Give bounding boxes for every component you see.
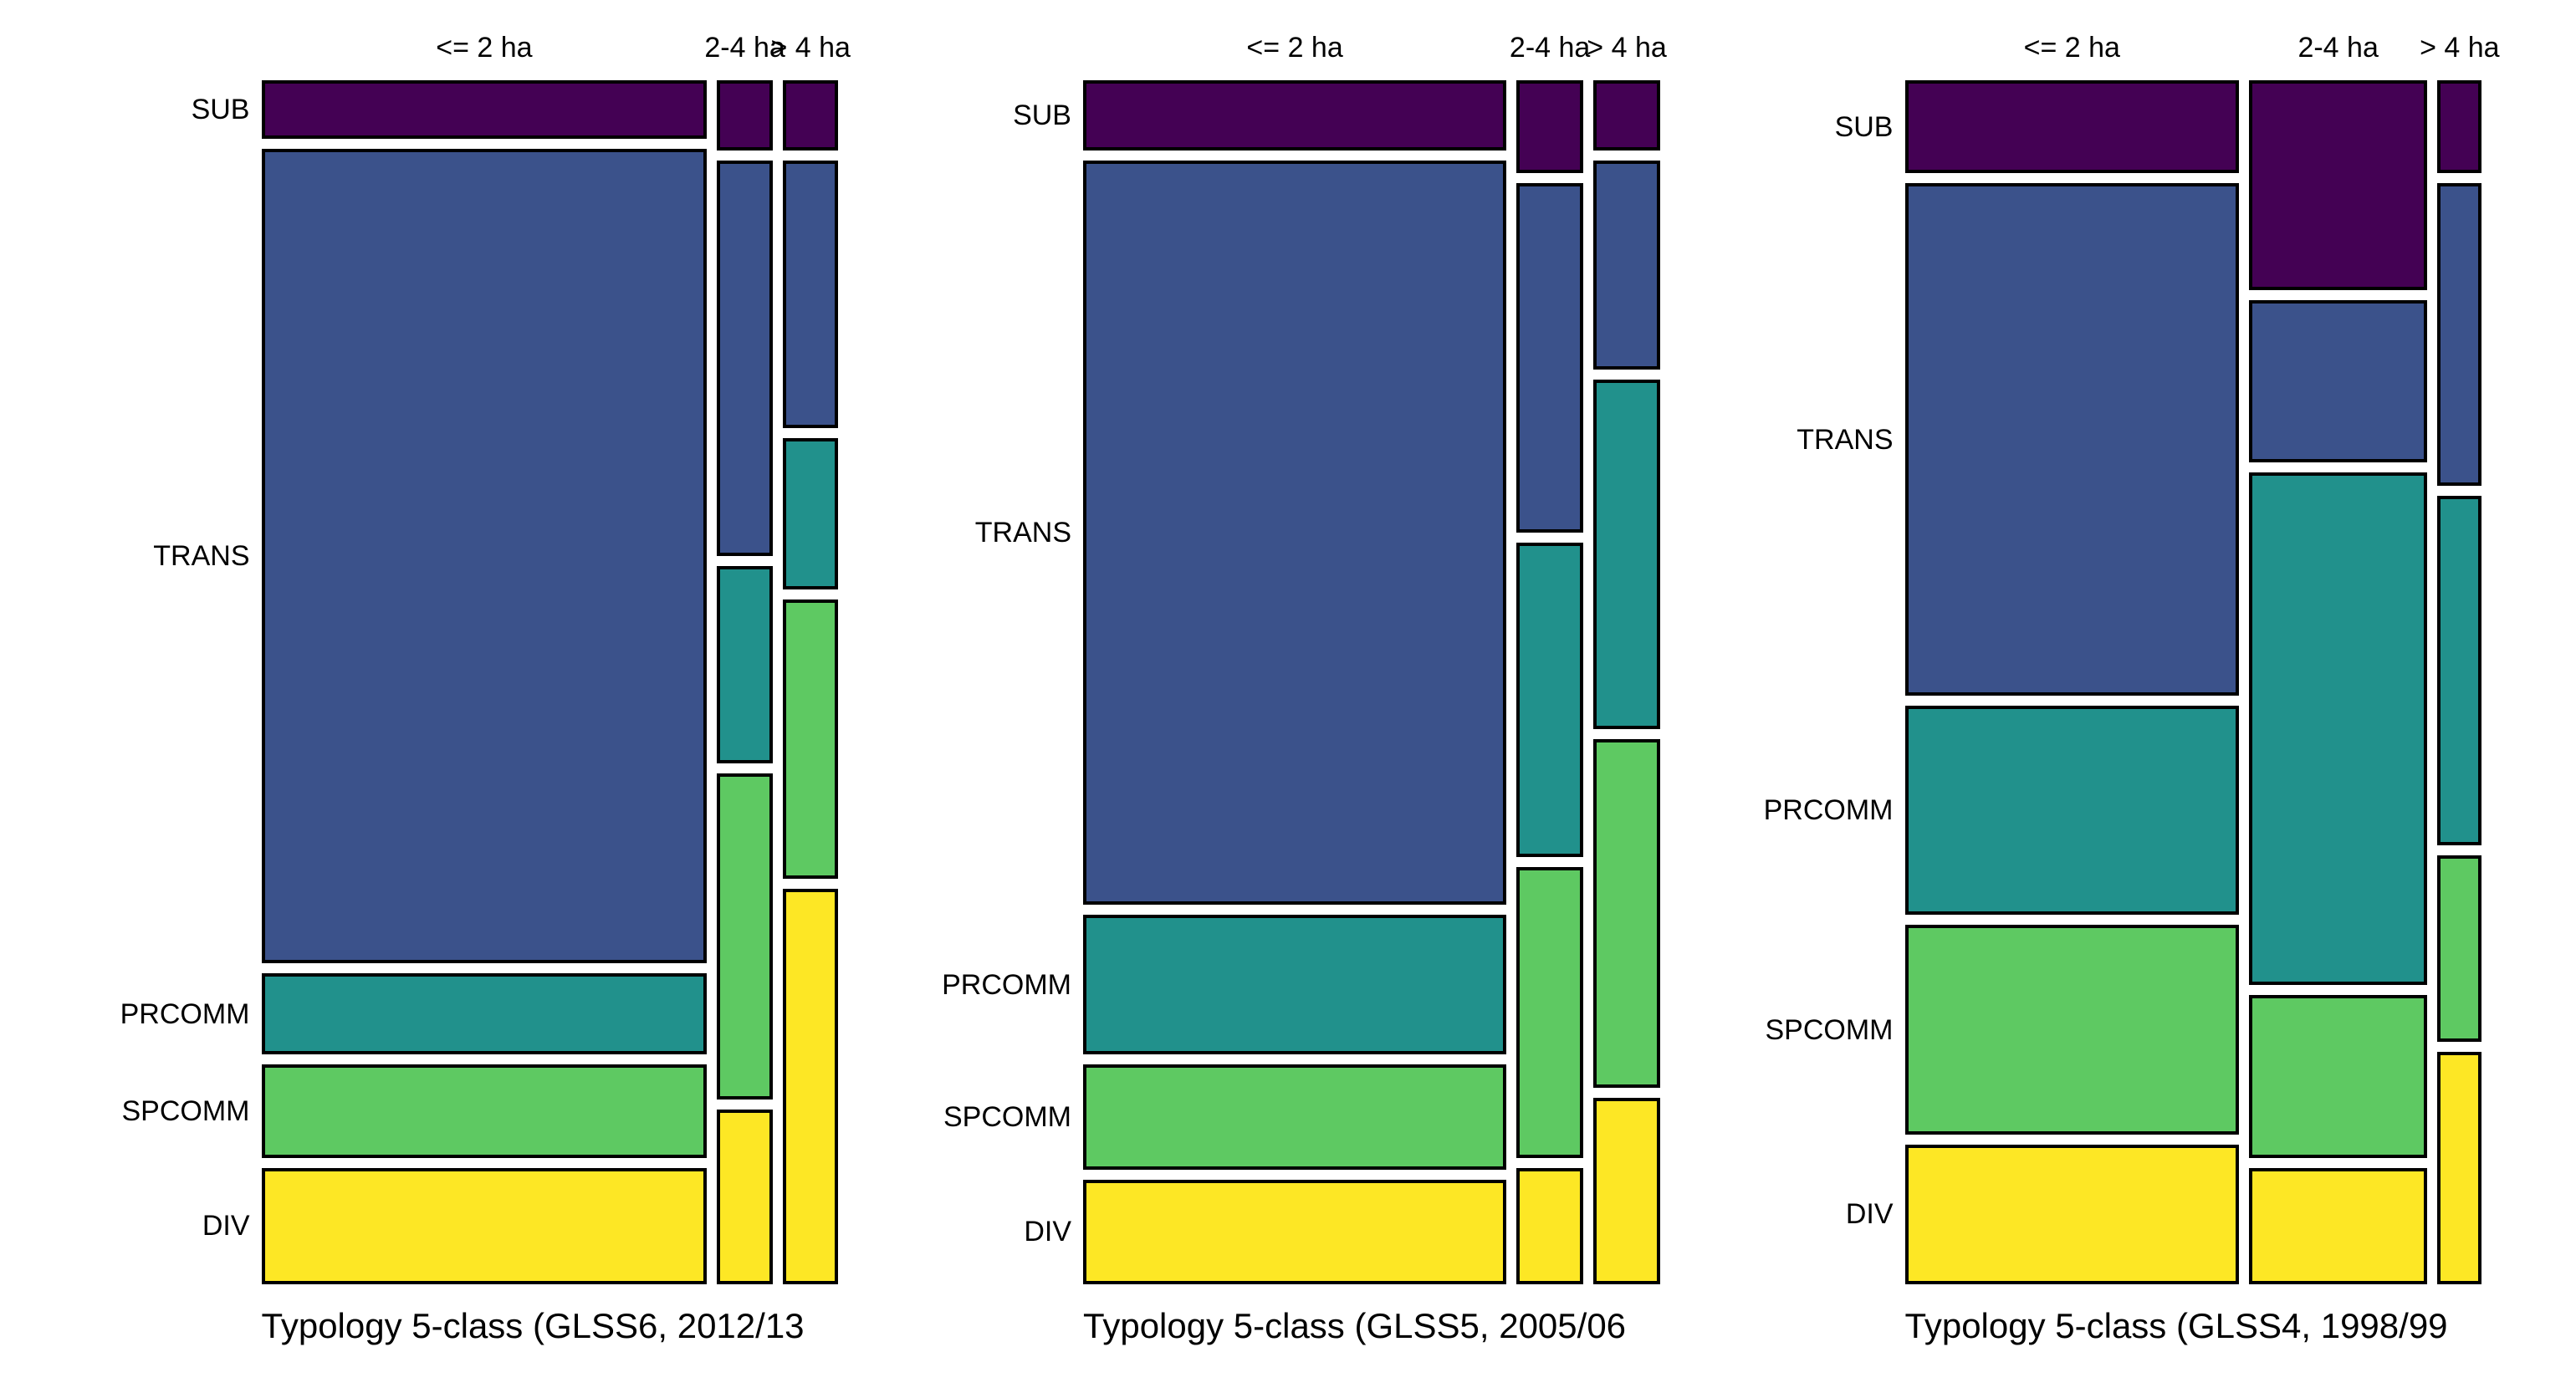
panel-caption: Typology 5-class (GLSS5, 2005/06 (1083, 1306, 1626, 1346)
top-labels: <= 2 ha2-4 ha> 4 ha (262, 33, 839, 80)
mosaic-tile (1516, 543, 1583, 857)
mosaic-tile (1516, 867, 1583, 1158)
mosaic-tile (2249, 995, 2427, 1158)
row-label: PRCOMM (942, 971, 1071, 999)
row-labels: SUB TRANS PRCOMM SPCOMM DIV (95, 33, 262, 1284)
plot-column: <= 2 ha2-4 ha> 4 ha (1083, 33, 1660, 1284)
row-label: PRCOMM (120, 1000, 250, 1028)
row-label: DIV (1024, 1217, 1071, 1246)
mosaic-tile (783, 438, 839, 589)
panel-caption: Typology 5-class (GLSS6, 2012/13 (262, 1306, 805, 1346)
col-label: > 4 ha (2420, 33, 2499, 62)
mosaic-tile (2249, 472, 2427, 984)
mosaic-plot (1905, 80, 2482, 1284)
col-label: <= 2 ha (436, 33, 532, 62)
mosaic-tile (1593, 380, 1660, 729)
mosaic-plot (1083, 80, 1660, 1284)
mosaic-tile (2249, 300, 2427, 463)
mosaic-tile (262, 1064, 708, 1157)
mosaic-tile (1516, 80, 1583, 173)
col-label: 2-4 ha (2297, 33, 2378, 62)
mosaic-tile (1083, 1064, 1506, 1169)
mosaic-tile (783, 80, 839, 151)
mosaic-tile (717, 773, 773, 1100)
mosaic-tile (262, 80, 708, 139)
mosaic-tile (2437, 183, 2481, 486)
row-label: SPCOMM (943, 1103, 1071, 1131)
top-labels: <= 2 ha2-4 ha> 4 ha (1905, 33, 2482, 80)
row-label: SPCOMM (1766, 1016, 1894, 1044)
mosaic-panel: SUB TRANS PRCOMM SPCOMM DIV <= 2 ha2-4 ha> 4 … (95, 33, 839, 1346)
mosaic-tile (2437, 1052, 2481, 1284)
mosaic-tile (2249, 80, 2427, 290)
plot-column: <= 2 ha2-4 ha> 4 ha (1905, 33, 2482, 1284)
row-label: SPCOMM (122, 1097, 250, 1125)
mosaic-tile (262, 1168, 708, 1284)
mosaic-tile (1905, 183, 2240, 695)
mosaic-tile (262, 149, 708, 963)
figure-wrap: SUBTRANSPRCOMMSPCOMMDIV<= 2 ha2-4 ha> 4 … (0, 0, 2576, 1398)
mosaic-tile (1905, 925, 2240, 1135)
plot-column: <= 2 ha2-4 ha> 4 ha (262, 33, 839, 1284)
col-label: <= 2 ha (2024, 33, 2120, 62)
row-label: DIV (202, 1212, 250, 1240)
mosaic-tile (1083, 80, 1506, 151)
panel-body: SUBTRANSPRCOMMSPCOMMDIV<= 2 ha2-4 ha> 4 … (1738, 33, 2482, 1284)
mosaic-tile (717, 80, 773, 151)
mosaic-tile (1516, 1168, 1583, 1284)
mosaic-tile (783, 889, 839, 1284)
row-label: TRANS (1797, 426, 1893, 454)
row-label: SUB (192, 95, 250, 124)
mosaic-tile (1083, 915, 1506, 1054)
mosaic-plot (262, 80, 839, 1284)
mosaic-tile (717, 566, 773, 764)
mosaic-tile (717, 161, 773, 556)
row-label: DIV (1846, 1200, 1894, 1228)
mosaic-tile (783, 600, 839, 879)
row-label: PRCOMM (1764, 796, 1894, 824)
mosaic-tile (262, 973, 708, 1054)
col-label: 2-4 ha (1510, 33, 1590, 62)
row-label: TRANS (153, 542, 249, 570)
mosaic-tile (1516, 183, 1583, 533)
row-label: SUB (1013, 101, 1071, 130)
mosaic-tile (1083, 161, 1506, 906)
mosaic-tile (2437, 496, 2481, 845)
row-labels: SUB TRANS PRCOMM SPCOMM DIV (916, 33, 1083, 1284)
mosaic-tile (1593, 1098, 1660, 1284)
mosaic-panel: SUBTRANSPRCOMMSPCOMMDIV<= 2 ha2-4 ha> 4 … (916, 33, 1660, 1346)
col-label: > 4 ha (1587, 33, 1666, 62)
mosaic-tile (1593, 80, 1660, 151)
col-label: <= 2 ha (1246, 33, 1342, 62)
panel-body: SUBTRANSPRCOMMSPCOMMDIV<= 2 ha2-4 ha> 4 … (916, 33, 1660, 1284)
mosaic-tile (717, 1110, 773, 1284)
row-label: SUB (1835, 113, 1894, 141)
mosaic-tile (2437, 855, 2481, 1042)
row-labels: SUB TRANS PRCOMM SPCOMM DIV (1738, 33, 1905, 1284)
mosaic-tile (1905, 706, 2240, 916)
top-labels: <= 2 ha2-4 ha> 4 ha (1083, 33, 1660, 80)
row-label: TRANS (975, 518, 1071, 547)
panel-caption: Typology 5-class (GLSS4, 1998/99 (1905, 1306, 2448, 1346)
mosaic-tile (1905, 1145, 2240, 1284)
mosaic-tile (783, 161, 839, 428)
mosaic-tile (1083, 1180, 1506, 1284)
mosaic-tile (2249, 1168, 2427, 1284)
mosaic-tile (2437, 80, 2481, 173)
col-label: > 4 ha (770, 33, 850, 62)
mosaic-tile (1593, 739, 1660, 1089)
mosaic-panel: SUBTRANSPRCOMMSPCOMMDIV<= 2 ha2-4 ha> 4 … (1738, 33, 2482, 1346)
mosaic-tile (1593, 161, 1660, 370)
mosaic-tile (1905, 80, 2240, 173)
panel-body: SUB TRANS PRCOMM SPCOMM DIV <= 2 ha2-4 ha> 4 … (95, 33, 839, 1284)
